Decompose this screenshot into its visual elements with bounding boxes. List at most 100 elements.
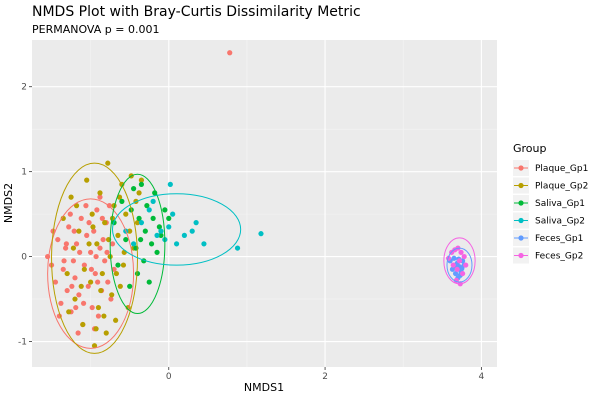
point-Plaque_Gp1-10 bbox=[70, 258, 77, 264]
point-Plaque_Gp1-42 bbox=[61, 258, 67, 264]
point-Plaque_Gp2-18 bbox=[109, 292, 115, 298]
point-Plaque_Gp1-12 bbox=[73, 241, 80, 247]
point-Plaque_Gp2-21 bbox=[115, 232, 121, 238]
point-Plaque_Gp2-25 bbox=[123, 211, 129, 217]
point-Plaque_Gp2-47 bbox=[93, 326, 99, 332]
point-Feces_Gp2-8 bbox=[460, 270, 466, 277]
point-Plaque_Gp2-32 bbox=[136, 190, 142, 196]
legend-title: Group bbox=[513, 142, 547, 155]
point-Plaque_Gp2-46 bbox=[116, 194, 123, 200]
point-Plaque_Gp1-17 bbox=[84, 232, 90, 238]
y-tick-label-0: -1 bbox=[18, 338, 27, 348]
point-Plaque_Gp2-11 bbox=[95, 304, 102, 311]
x-tick-label-0: 0 bbox=[166, 372, 172, 382]
point-Plaque_Gp1-7 bbox=[64, 287, 70, 294]
point-Plaque_Gp1-54 bbox=[104, 249, 110, 255]
point-Plaque_Gp1-47 bbox=[80, 300, 87, 306]
point-Plaque_Gp1-18 bbox=[85, 283, 91, 289]
point-Plaque_Gp2-34 bbox=[66, 309, 72, 315]
point-Plaque_Gp2-10 bbox=[94, 241, 100, 247]
point-Plaque_Gp2-48 bbox=[70, 245, 77, 251]
point-Plaque_Gp2-24 bbox=[120, 262, 127, 268]
point-Plaque_Gp1-46 bbox=[71, 228, 77, 234]
point-Saliva_Gp2-11 bbox=[189, 228, 195, 234]
point-Saliva_Gp2-12 bbox=[201, 241, 207, 247]
point-Plaque_Gp1-22 bbox=[92, 270, 98, 277]
point-Plaque_Gp2-37 bbox=[90, 224, 96, 230]
point-Saliva_Gp1-18 bbox=[156, 224, 162, 230]
y-tick-label-1: 0 bbox=[21, 253, 27, 263]
point-Feces_Gp1-13 bbox=[459, 265, 465, 272]
y-axis-label: NMDS2 bbox=[2, 183, 15, 223]
point-Plaque_Gp1-45 bbox=[95, 279, 101, 285]
ellipse-Plaque_Gp2 bbox=[51, 162, 139, 354]
legend-key-dot-3 bbox=[518, 217, 524, 224]
chart-title: NMDS Plot with Bray-Curtis Dissimilarity… bbox=[32, 4, 361, 20]
point-Saliva_Gp1-11 bbox=[142, 228, 148, 234]
point-Plaque_Gp1-0 bbox=[45, 253, 51, 260]
point-Plaque_Gp1-38 bbox=[75, 330, 81, 336]
legend-label-2: Saliva_Gp1 bbox=[535, 199, 585, 209]
point-Saliva_Gp2-8 bbox=[170, 211, 176, 217]
point-Plaque_Gp1-34 bbox=[111, 266, 117, 272]
point-Saliva_Gp2-1 bbox=[130, 241, 137, 247]
point-Saliva_Gp1-8 bbox=[136, 215, 142, 221]
point-Feces_Gp2-10 bbox=[463, 262, 469, 268]
ellipse-Feces_Gp1 bbox=[446, 247, 473, 283]
point-Plaque_Gp2-45 bbox=[109, 215, 116, 221]
point-Saliva_Gp2-7 bbox=[166, 224, 172, 230]
point-Saliva_Gp1-7 bbox=[134, 270, 141, 277]
point-Plaque_Gp1-25 bbox=[97, 245, 103, 251]
point-Plaque_Gp1-52 bbox=[63, 241, 69, 247]
point-Saliva_Gp2-5 bbox=[158, 228, 164, 234]
legend-key-dot-4 bbox=[518, 235, 524, 241]
point-Plaque_Gp2-38 bbox=[98, 287, 104, 294]
point-Plaque_Gp1-5 bbox=[60, 266, 66, 272]
y-tick-label-3: 2 bbox=[21, 83, 27, 93]
point-Saliva_Gp1-17 bbox=[154, 249, 160, 255]
point-Saliva_Gp2-13 bbox=[234, 245, 241, 251]
point-Plaque_Gp1-51 bbox=[69, 283, 75, 289]
point-Saliva_Gp1-13 bbox=[146, 279, 152, 285]
point-Plaque_Gp2-2 bbox=[68, 194, 74, 200]
point-Saliva_Gp1-15 bbox=[150, 215, 156, 221]
point-Plaque_Gp1-49 bbox=[86, 220, 92, 226]
point-Plaque_Gp1-55 bbox=[227, 50, 233, 56]
point-Saliva_Gp1-1 bbox=[115, 262, 121, 268]
y-axis-ticks: -1 0 1 2 bbox=[18, 83, 32, 348]
point-Plaque_Gp2-33 bbox=[138, 177, 145, 183]
point-Saliva_Gp2-3 bbox=[146, 207, 152, 213]
point-Plaque_Gp2-1 bbox=[64, 270, 70, 277]
point-Saliva_Gp1-23 bbox=[138, 236, 144, 243]
point-Plaque_Gp1-28 bbox=[102, 258, 108, 264]
point-Feces_Gp2-9 bbox=[461, 253, 467, 260]
point-Feces_Gp2-7 bbox=[458, 249, 464, 255]
point-Saliva_Gp1-2 bbox=[119, 198, 125, 204]
point-Saliva_Gp1-21 bbox=[166, 215, 172, 221]
ellipse-Saliva_Gp1 bbox=[109, 173, 166, 314]
point-Plaque_Gp1-50 bbox=[93, 253, 99, 260]
point-Plaque_Gp2-14 bbox=[102, 220, 108, 226]
y-tick-label-2: 1 bbox=[21, 168, 27, 178]
point-Plaque_Gp2-8 bbox=[89, 211, 95, 217]
plot-panel bbox=[32, 40, 497, 367]
point-Plaque_Gp1-20 bbox=[89, 304, 95, 311]
point-Plaque_Gp2-6 bbox=[84, 177, 90, 183]
group-ellipses bbox=[47, 162, 476, 354]
point-Plaque_Gp2-40 bbox=[113, 270, 120, 277]
point-Saliva_Gp1-12 bbox=[144, 203, 150, 209]
point-Plaque_Gp1-33 bbox=[109, 241, 116, 247]
point-Plaque_Gp2-7 bbox=[88, 279, 94, 285]
point-Saliva_Gp2-9 bbox=[173, 241, 180, 247]
legend-label-0: Plaque_Gp1 bbox=[535, 164, 588, 174]
legend-key-dot-0 bbox=[518, 165, 524, 171]
x-axis-label: NMDS1 bbox=[244, 381, 284, 394]
point-Saliva_Gp2-17 bbox=[193, 220, 199, 226]
point-Plaque_Gp1-3 bbox=[55, 236, 61, 243]
legend-label-5: Feces_Gp2 bbox=[535, 252, 583, 262]
point-Feces_Gp2-11 bbox=[454, 266, 460, 272]
point-Saliva_Gp1-9 bbox=[138, 181, 145, 187]
point-Plaque_Gp1-53 bbox=[73, 304, 79, 311]
point-Plaque_Gp2-44 bbox=[101, 313, 107, 319]
